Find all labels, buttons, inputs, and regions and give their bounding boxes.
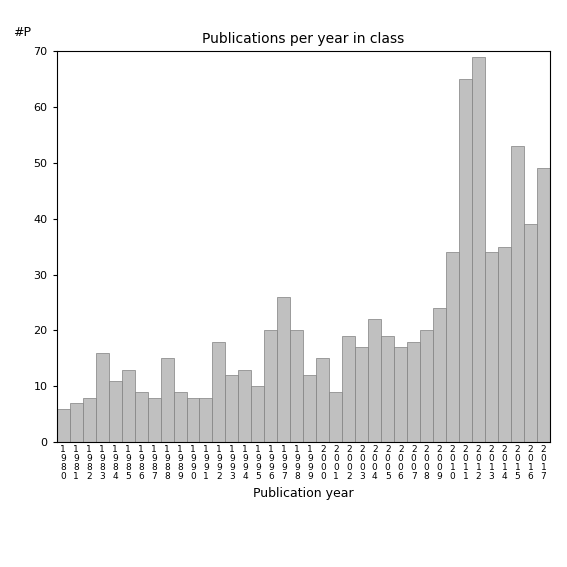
- Bar: [433, 308, 446, 442]
- X-axis label: Publication year: Publication year: [253, 486, 354, 500]
- Bar: [446, 252, 459, 442]
- Bar: [459, 79, 472, 442]
- Bar: [70, 403, 83, 442]
- Bar: [187, 397, 200, 442]
- Bar: [251, 386, 264, 442]
- Bar: [394, 347, 407, 442]
- Bar: [57, 409, 70, 442]
- Bar: [498, 247, 511, 442]
- Bar: [213, 342, 226, 442]
- Bar: [264, 331, 277, 442]
- Title: Publications per year in class: Publications per year in class: [202, 32, 404, 46]
- Bar: [420, 331, 433, 442]
- Bar: [121, 370, 134, 442]
- Bar: [147, 397, 160, 442]
- Bar: [109, 381, 121, 442]
- Bar: [83, 397, 96, 442]
- Bar: [511, 146, 524, 442]
- Y-axis label: #P: #P: [13, 26, 31, 39]
- Bar: [407, 342, 420, 442]
- Bar: [239, 370, 251, 442]
- Bar: [226, 375, 239, 442]
- Bar: [524, 225, 537, 442]
- Bar: [342, 336, 356, 442]
- Bar: [134, 392, 147, 442]
- Bar: [356, 347, 368, 442]
- Bar: [277, 297, 290, 442]
- Bar: [174, 392, 187, 442]
- Bar: [316, 358, 329, 442]
- Bar: [472, 57, 485, 442]
- Bar: [537, 168, 550, 442]
- Bar: [381, 336, 394, 442]
- Bar: [485, 252, 498, 442]
- Bar: [96, 353, 109, 442]
- Bar: [329, 392, 342, 442]
- Bar: [290, 331, 303, 442]
- Bar: [368, 319, 381, 442]
- Bar: [160, 358, 174, 442]
- Bar: [303, 375, 316, 442]
- Bar: [200, 397, 213, 442]
